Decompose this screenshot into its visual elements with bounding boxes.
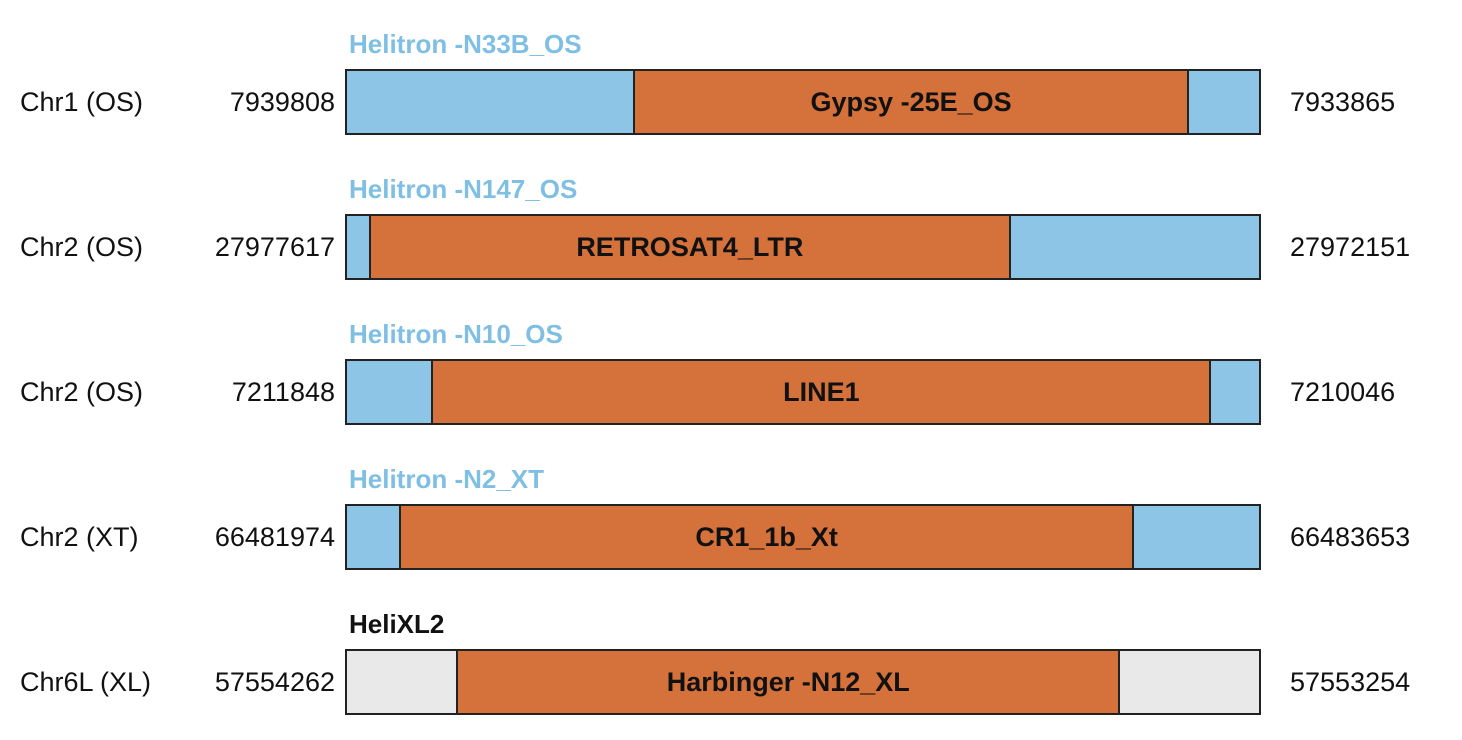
end-coordinate: 7210046 xyxy=(1290,376,1396,407)
start-coordinate: 7211848 xyxy=(231,376,335,407)
nested-insert: LINE1 xyxy=(431,359,1212,425)
element-bar-wrap: Helitron -N33B_OS Gypsy -25E_OS xyxy=(345,29,1265,135)
helitron-right-arm xyxy=(1118,649,1261,715)
helitron-title: HeliXL2 xyxy=(349,609,445,639)
helitron-left-arm xyxy=(345,359,434,425)
helitron-right-arm xyxy=(1187,69,1261,135)
element-bar-wrap: Helitron -N10_OS LINE1 xyxy=(345,319,1265,425)
chromosome-label: Chr1 (OS) xyxy=(20,86,144,117)
helitron-left-arm xyxy=(345,214,371,280)
insert-label: LINE1 xyxy=(783,376,860,407)
element-bar: Harbinger -N12_XL xyxy=(345,649,1265,715)
start-coordinate: 7939808 xyxy=(229,86,335,117)
nested-insert: CR1_1b_Xt xyxy=(399,504,1135,570)
start-coordinate: 66481974 xyxy=(214,521,335,552)
diagram-row: Chr1 (OS) 7939808 Helitron -N33B_OS Gypsy -… xyxy=(0,2,1462,147)
element-bar-wrap: HeliXL2 Harbinger -N12_XL xyxy=(345,609,1265,715)
start-coordinate: 57554262 xyxy=(214,666,335,697)
chromosome-label: Chr2 (XT) xyxy=(20,521,139,552)
helitron-title: Helitron -N10_OS xyxy=(349,319,563,349)
helitron-right-arm xyxy=(1209,359,1261,425)
helitron-left-arm xyxy=(345,649,459,715)
nested-insert: Harbinger -N12_XL xyxy=(456,649,1121,715)
element-bar: CR1_1b_Xt xyxy=(345,504,1265,570)
chromosome-label: Chr2 (OS) xyxy=(20,376,144,407)
element-bar: Gypsy -25E_OS xyxy=(345,69,1265,135)
end-coordinate: 7933865 xyxy=(1290,86,1396,117)
diagram-row: Chr2 (OS) 27977617 Helitron -N147_OS RETROS… xyxy=(0,147,1462,292)
insert-label: RETROSAT4_LTR xyxy=(576,231,804,262)
start-coordinate: 27977617 xyxy=(214,231,335,262)
element-bar: LINE1 xyxy=(345,359,1265,425)
insert-label: CR1_1b_Xt xyxy=(695,521,838,552)
helitron-title: Helitron -N2_XT xyxy=(349,464,545,494)
diagram-row: Chr6L (XL) 57554262 HeliXL2 Harbinger -N12_… xyxy=(0,582,1462,727)
helitron-title: Helitron -N147_OS xyxy=(349,174,578,204)
element-bar-wrap: Helitron -N2_XT CR1_1b_Xt xyxy=(345,464,1265,570)
end-coordinate: 66483653 xyxy=(1290,521,1411,552)
diagram-row: Chr2 (OS) 7211848 Helitron -N10_OS LINE1 721… xyxy=(0,292,1462,437)
nested-insert: RETROSAT4_LTR xyxy=(368,214,1011,280)
helitron-right-arm xyxy=(1132,504,1261,570)
insert-label: Gypsy -25E_OS xyxy=(810,86,1012,117)
diagram-row: Chr2 (XT) 66481974 Helitron -N2_XT CR1_1b_X… xyxy=(0,437,1462,582)
end-coordinate: 27972151 xyxy=(1290,231,1411,262)
helitron-right-arm xyxy=(1008,214,1261,280)
element-bar-wrap: Helitron -N147_OS RETROSAT4_LTR xyxy=(345,174,1265,280)
chromosome-label: Chr2 (OS) xyxy=(20,231,144,262)
insert-label: Harbinger -N12_XL xyxy=(666,666,910,697)
element-bar: RETROSAT4_LTR xyxy=(345,214,1265,280)
helitron-left-arm xyxy=(345,69,635,135)
helitron-title: Helitron -N33B_OS xyxy=(349,29,582,59)
helitron-left-arm xyxy=(345,504,402,570)
nested-insert: Gypsy -25E_OS xyxy=(632,69,1190,135)
end-coordinate: 57553254 xyxy=(1290,666,1411,697)
chromosome-label: Chr6L (XL) xyxy=(20,666,152,697)
